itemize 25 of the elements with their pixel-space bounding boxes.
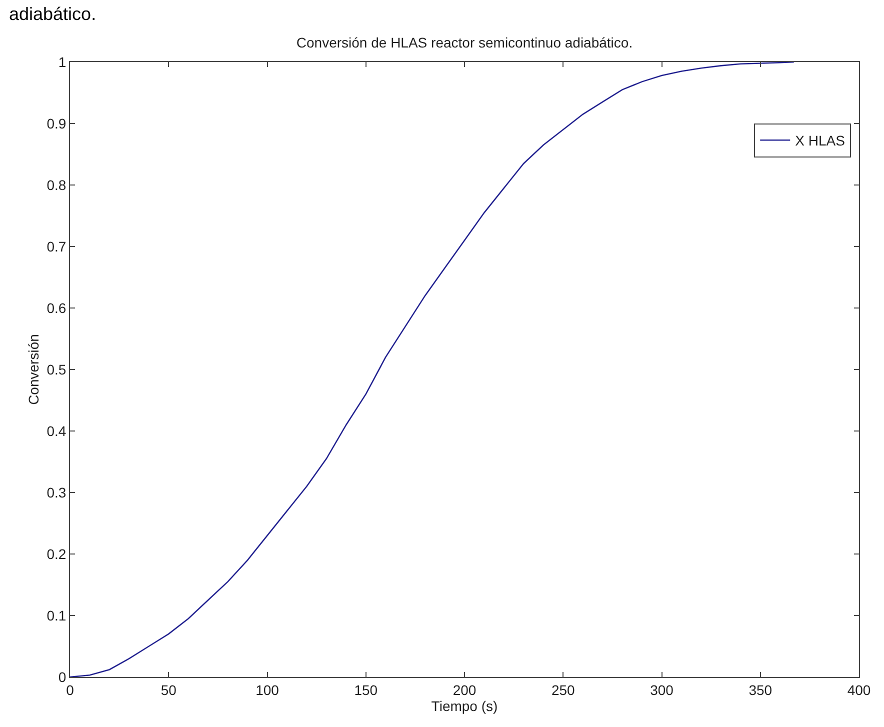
y-tick-label: 0.6 [46,300,66,316]
legend-label: X HLAS [795,132,845,149]
y-tick-label: 0 [58,668,66,685]
y-tick-label: 0.7 [46,238,66,254]
x-tick-label: 350 [748,682,772,698]
y-tick-label: 0.8 [46,176,66,193]
y-tick-label: 0.3 [46,484,66,500]
x-tick-label: 250 [551,682,576,698]
x-tick-label: 400 [847,682,871,698]
chart-title: Conversión de HLAS reactor semicontinuo adiabático. [296,34,633,51]
y-axis-title: Conversión [25,334,42,405]
x-tick-label: 200 [452,682,476,698]
x-axis-title: Tiempo (s) [431,698,498,714]
y-tick-label: 1 [58,54,66,70]
x-tick-label: 100 [256,682,280,698]
x-tick-label: 50 [160,682,177,698]
y-tick-label: 0.4 [46,422,66,439]
y-tick-label: 0.5 [46,361,66,378]
line-series [70,62,795,677]
y-tick-label: 0.2 [46,546,66,562]
y-tick-label: 0.9 [46,115,66,132]
text: adiabático. [9,4,96,24]
x-tick-label: 300 [650,682,674,698]
y-tick-label: 0.1 [46,607,66,624]
x-tick-label: 150 [354,682,378,698]
